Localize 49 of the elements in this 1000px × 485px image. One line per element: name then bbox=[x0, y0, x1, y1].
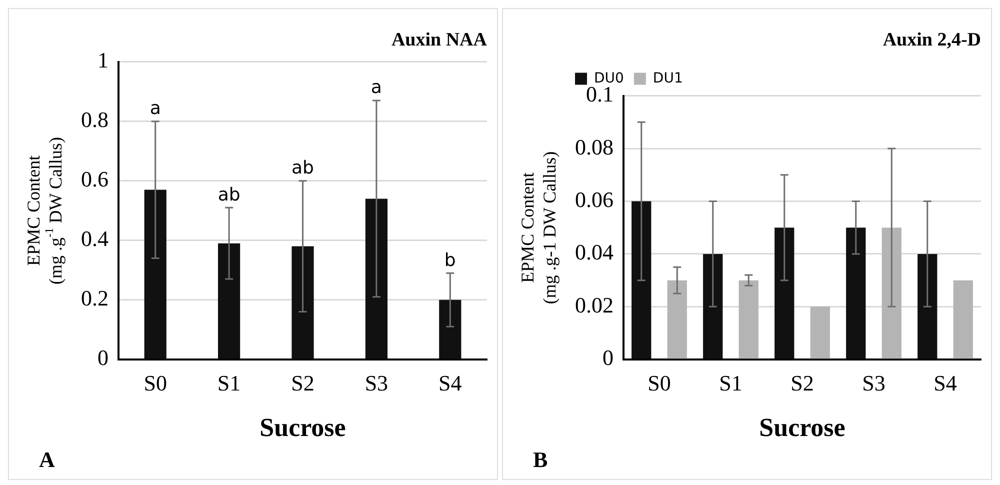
y-tick-label: 0.4 bbox=[81, 226, 108, 252]
bar bbox=[882, 228, 902, 359]
y-tick-label: 0.6 bbox=[81, 166, 108, 192]
x-tick-label: S4 bbox=[438, 370, 462, 396]
bar bbox=[218, 243, 240, 359]
annotation: ab bbox=[292, 158, 314, 179]
bar bbox=[738, 280, 758, 359]
bar bbox=[774, 228, 794, 359]
y-tick-label: 0.02 bbox=[575, 292, 614, 318]
y-tick-label: 0.04 bbox=[575, 240, 614, 265]
bar bbox=[667, 280, 687, 359]
x-tick-label: S0 bbox=[144, 370, 167, 396]
x-tick-label: S2 bbox=[790, 370, 814, 396]
annotation: b bbox=[444, 250, 456, 271]
x-tick-label: S1 bbox=[217, 370, 241, 396]
y-tick-label: 0.06 bbox=[575, 187, 614, 212]
x-axis-title: Sucrose bbox=[260, 413, 346, 442]
bar bbox=[846, 228, 866, 359]
legend-label: DU1 bbox=[652, 70, 683, 86]
y-tick-label: 0.8 bbox=[81, 107, 108, 132]
text: B bbox=[533, 447, 548, 472]
bar bbox=[632, 201, 652, 359]
bar bbox=[144, 190, 166, 359]
chart-title: Auxin 2,4-D bbox=[882, 29, 981, 50]
annotation: a bbox=[150, 98, 161, 119]
y-tick-label: 1 bbox=[98, 48, 108, 73]
x-axis-title: Sucrose bbox=[759, 413, 846, 442]
y-tick-label: 0.08 bbox=[575, 134, 614, 160]
chart-title: Auxin NAA bbox=[391, 29, 488, 50]
bar bbox=[439, 300, 462, 359]
y-tick-label: 0.2 bbox=[81, 286, 108, 311]
annotation: ab bbox=[218, 184, 240, 206]
x-tick-label: S3 bbox=[364, 370, 388, 396]
bar bbox=[703, 254, 723, 359]
x-tick-label: S3 bbox=[862, 370, 886, 396]
bar bbox=[365, 198, 388, 359]
bar bbox=[292, 246, 314, 359]
x-tick-label: S2 bbox=[291, 370, 314, 396]
text: A bbox=[39, 447, 55, 472]
y-tick-label: 0 bbox=[98, 345, 108, 370]
x-tick-label: S0 bbox=[648, 370, 671, 396]
bar bbox=[918, 254, 938, 359]
x-tick-label: S4 bbox=[934, 370, 957, 396]
y-axis-title: EPMC Content (mg .g-1 DW Callus) bbox=[518, 151, 560, 304]
annotation: a bbox=[370, 77, 382, 98]
bar bbox=[953, 280, 973, 359]
y-tick-label: 0 bbox=[602, 345, 614, 370]
bar bbox=[810, 306, 830, 359]
x-tick-label: S1 bbox=[719, 370, 742, 396]
